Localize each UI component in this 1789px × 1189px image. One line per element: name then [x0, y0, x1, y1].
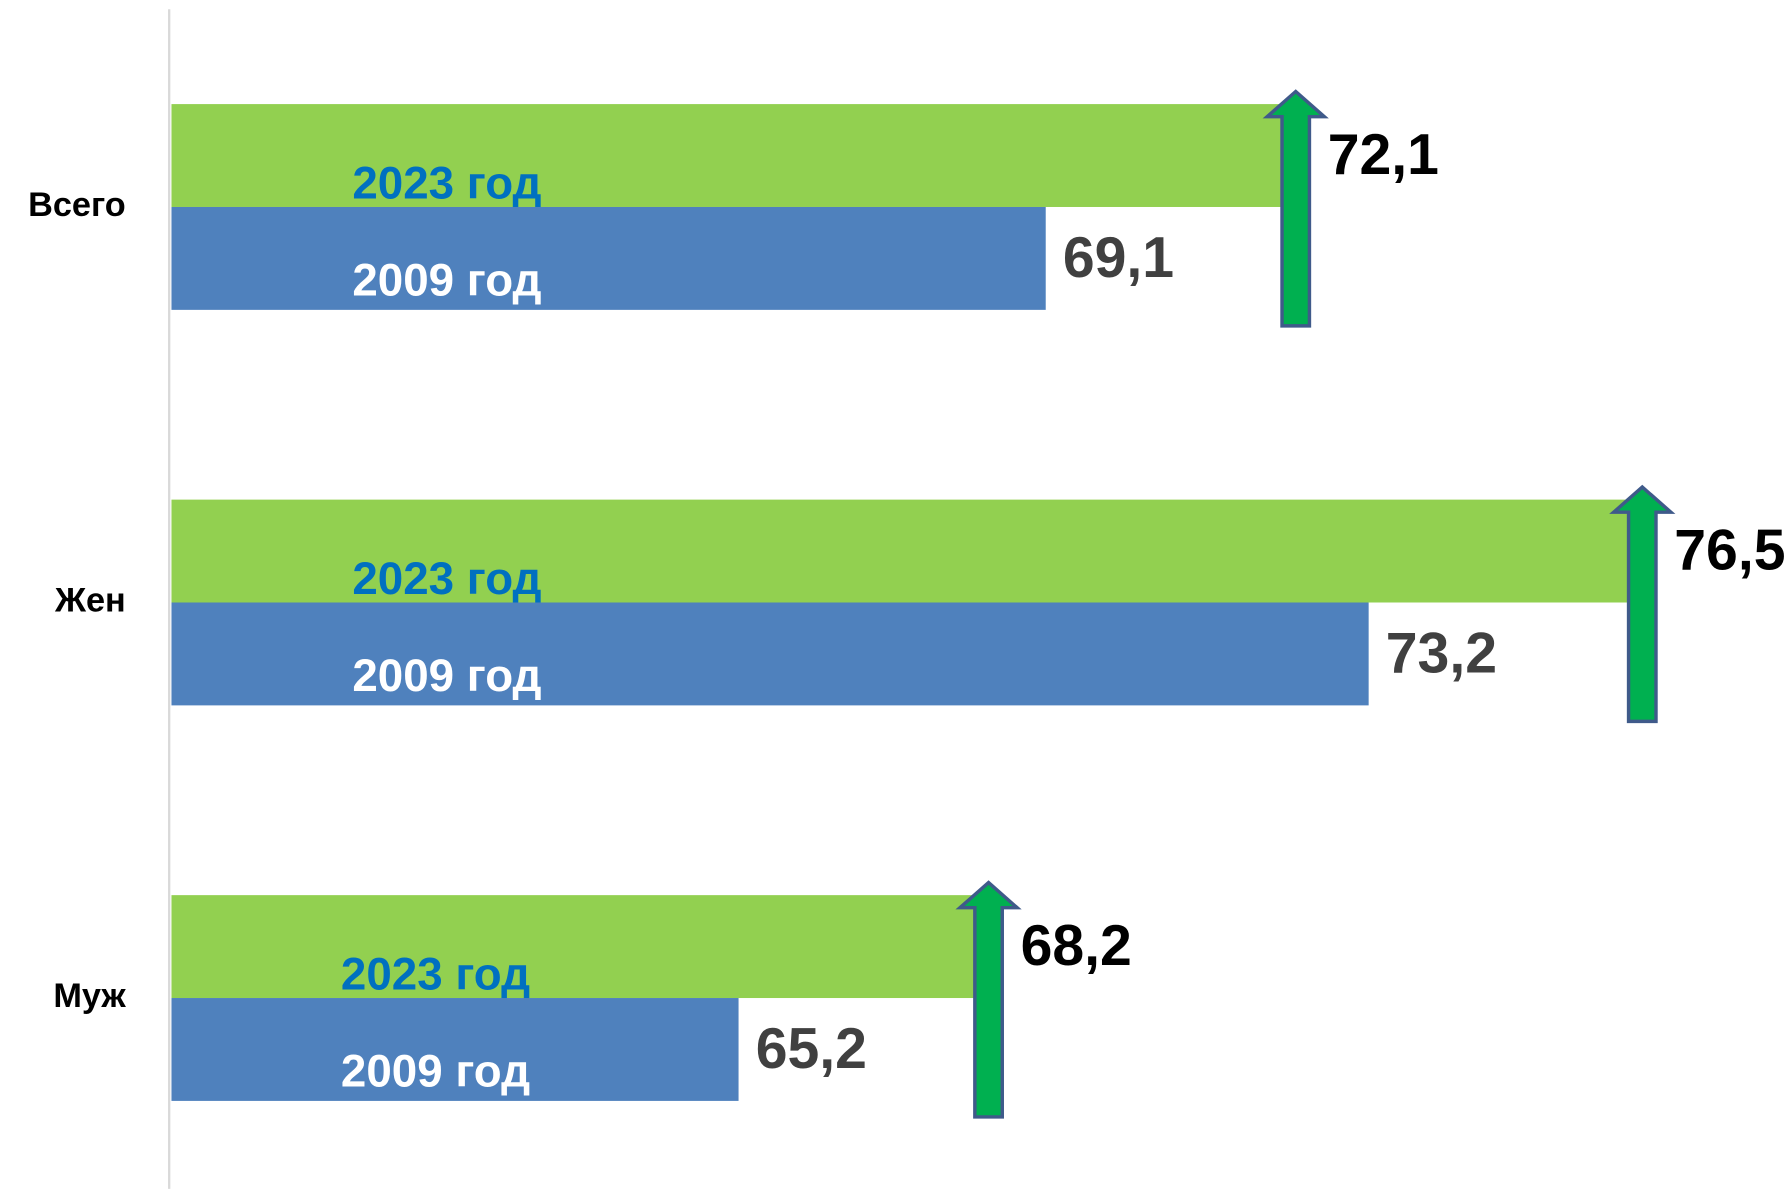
category-label: Жен	[54, 582, 126, 620]
category-label: Муж	[53, 977, 126, 1015]
bar	[171, 895, 975, 999]
bar	[171, 104, 1283, 207]
value-label: 68,2	[1021, 914, 1132, 978]
value-label: 76,5	[1674, 519, 1785, 583]
bar	[171, 206, 1046, 310]
category-label: Всего	[28, 186, 126, 224]
bar	[171, 499, 1629, 603]
bar	[171, 602, 1369, 706]
value-label: 65,2	[756, 1017, 867, 1081]
bar	[171, 998, 739, 1101]
series-label: 2009 год	[341, 1046, 530, 1097]
value-label: 73,2	[1386, 621, 1497, 685]
value-label: 69,1	[1063, 226, 1174, 290]
arrow	[1262, 89, 1329, 328]
series-label: 2023 год	[341, 949, 530, 1000]
series-label: 2023 год	[352, 553, 541, 604]
value-label: 72,1	[1328, 123, 1439, 187]
series-label: 2009 год	[352, 650, 541, 701]
series-label: 2023 год	[352, 157, 541, 208]
arrow	[1609, 484, 1676, 724]
arrow	[955, 880, 1022, 1119]
series-label: 2009 год	[352, 255, 541, 306]
